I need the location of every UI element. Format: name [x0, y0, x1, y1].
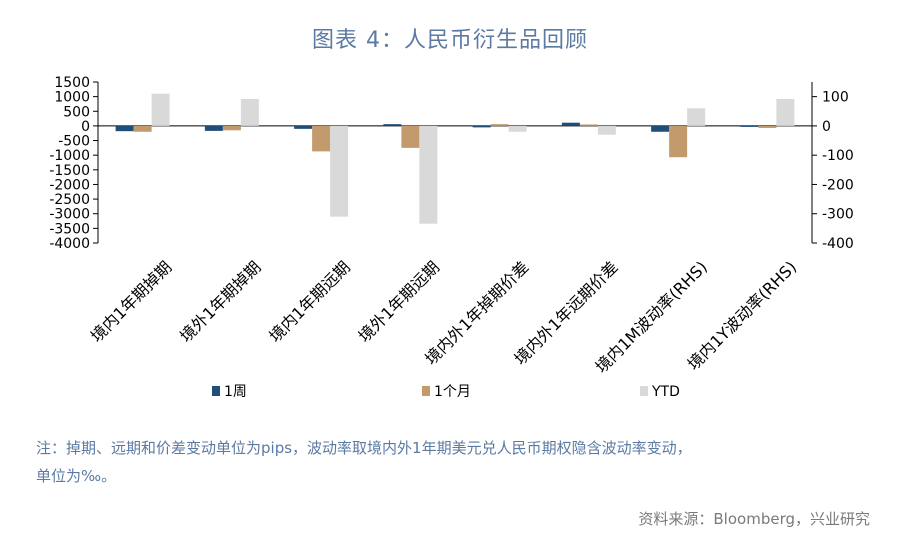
- bar-1-week: [204, 125, 223, 131]
- left-tick-label: 0: [81, 119, 90, 135]
- bar-1-month: [758, 125, 777, 128]
- left-tick-label: -500: [58, 134, 90, 150]
- left-tick-label: -1500: [49, 163, 90, 179]
- left-tick-label: -2000: [49, 177, 90, 193]
- chart-legend: 1周 1个月 YTD: [212, 384, 680, 400]
- chart-bars: [115, 93, 795, 224]
- bar-ytd: [597, 125, 616, 135]
- bar-1-month: [312, 125, 331, 152]
- bar-1-month: [133, 125, 152, 132]
- bar-ytd: [240, 98, 259, 126]
- legend-label: 1个月: [434, 384, 471, 400]
- bar-1-month: [222, 125, 241, 131]
- right-tick-label: -200: [822, 177, 854, 193]
- bar-1-month: [490, 124, 509, 126]
- chart-axes: [93, 81, 817, 244]
- left-tick-label: -4000: [49, 236, 90, 252]
- chart-note: 注：掉期、远期和价差变动单位为pips，波动率取境内外1年期美元兑人民币期权隐含…: [36, 434, 836, 490]
- legend-swatch: [640, 386, 648, 396]
- left-tick-label: -3500: [49, 221, 90, 237]
- bar-1-month: [579, 124, 598, 126]
- left-tick-label: 1000: [54, 90, 90, 106]
- category-label: 境外1年期远期: [355, 257, 444, 346]
- bar-ytd: [419, 125, 438, 224]
- bar-ytd: [687, 108, 706, 126]
- bar-1-week: [651, 125, 670, 132]
- note-line-2: 单位为‰。: [36, 467, 117, 485]
- bar-1-month: [669, 125, 688, 158]
- category-label: 境内1年期掉期: [87, 257, 176, 346]
- bar-1-week: [561, 122, 580, 126]
- right-tick-label: -400: [822, 236, 854, 252]
- bar-ytd: [508, 125, 527, 132]
- chart-labels: 150010005000-500-1000-1500-2000-2500-300…: [49, 75, 853, 377]
- legend-label: 1周: [224, 384, 247, 400]
- bar-ytd: [776, 98, 795, 126]
- bar-chart: 150010005000-500-1000-1500-2000-2500-300…: [49, 75, 853, 400]
- bar-1-week: [472, 125, 491, 128]
- legend-label: YTD: [651, 384, 680, 400]
- right-tick-label: 100: [822, 90, 849, 106]
- note-line-1: 注：掉期、远期和价差变动单位为pips，波动率取境内外1年期美元兑人民币期权隐含…: [36, 439, 692, 457]
- right-tick-label: -300: [822, 207, 854, 223]
- left-tick-label: -3000: [49, 207, 90, 223]
- left-tick-label: 1500: [54, 75, 90, 91]
- bar-1-week: [383, 124, 402, 126]
- bar-ytd: [151, 93, 170, 126]
- legend-swatch: [212, 386, 220, 396]
- bar-1-month: [401, 125, 420, 148]
- bar-ytd: [330, 125, 349, 217]
- bar-1-week: [740, 125, 759, 127]
- bar-1-week: [294, 125, 313, 129]
- category-label: 境内1年期远期: [265, 257, 354, 346]
- right-tick-label: -100: [822, 148, 854, 164]
- left-tick-label: 500: [63, 104, 90, 120]
- bar-1-week: [115, 125, 134, 132]
- left-tick-label: -1000: [49, 148, 90, 164]
- right-tick-label: 0: [822, 119, 831, 135]
- category-label: 境外1年期掉期: [176, 257, 265, 346]
- chart-source: 资料来源：Bloomberg，兴业研究: [638, 510, 870, 528]
- legend-swatch: [422, 386, 430, 396]
- chart-title: 图表 4：人民币衍生品回顾: [312, 28, 588, 53]
- left-tick-label: -2500: [49, 192, 90, 208]
